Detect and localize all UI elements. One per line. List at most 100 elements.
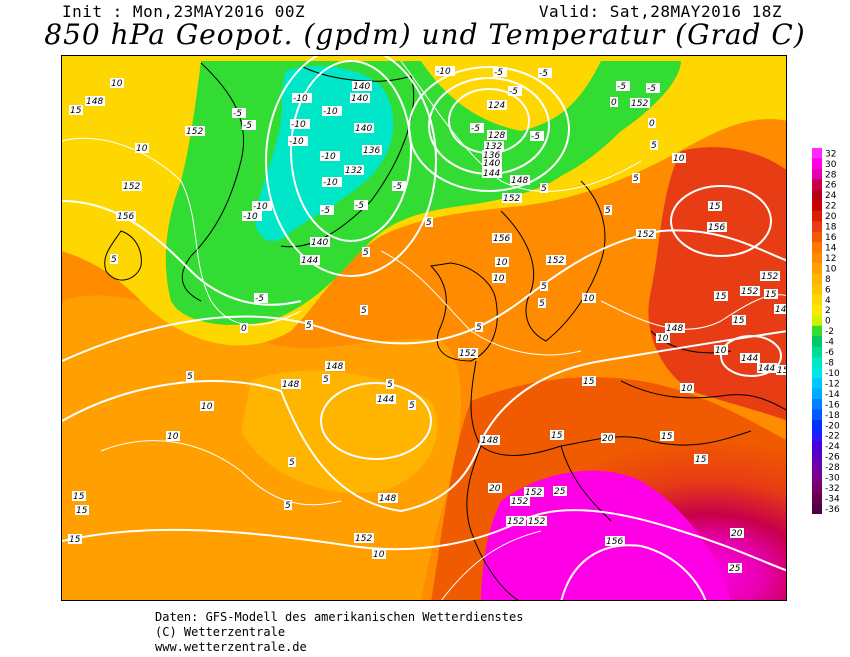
map-label: 152 bbox=[355, 534, 372, 544]
scale-label: 16 bbox=[825, 233, 837, 243]
map-label: 156 bbox=[708, 223, 725, 233]
map-label-bg bbox=[487, 100, 507, 110]
map-label: 152 bbox=[123, 182, 140, 192]
map-label-bg bbox=[300, 255, 320, 265]
map-label-bg bbox=[665, 323, 685, 333]
valid-time: Valid: Sat,28MAY2016 18Z bbox=[538, 2, 782, 21]
scale-label: -36 bbox=[825, 505, 840, 514]
map-label: 15 bbox=[765, 290, 777, 300]
map-label: 15 bbox=[695, 455, 707, 465]
map-label: 144 bbox=[301, 256, 318, 266]
map-label-bg bbox=[360, 305, 368, 315]
map-label: 152 bbox=[511, 497, 528, 507]
map-label-bg bbox=[646, 83, 660, 93]
scale-label: -2 bbox=[825, 327, 834, 337]
scale-swatch bbox=[812, 179, 822, 191]
map-label: 148 bbox=[326, 362, 343, 372]
map-label: 148 bbox=[481, 436, 498, 446]
scale-swatch bbox=[812, 472, 822, 484]
map-label-bg bbox=[610, 97, 618, 107]
map-label-bg bbox=[480, 435, 500, 445]
scale-swatch bbox=[812, 378, 822, 390]
map-label: 128 bbox=[488, 131, 505, 141]
map-label-bg bbox=[530, 131, 544, 141]
map-label-bg bbox=[488, 483, 502, 493]
map-label-bg bbox=[350, 93, 370, 103]
scale-label: -14 bbox=[825, 390, 840, 400]
map-label: 124 bbox=[488, 101, 505, 111]
field-sahara-magenta bbox=[481, 470, 731, 600]
map-label: 10 bbox=[681, 384, 693, 394]
map-label-bg bbox=[362, 145, 382, 155]
map-label-bg bbox=[502, 193, 522, 203]
scale-label: 10 bbox=[825, 264, 837, 274]
scale-swatch bbox=[812, 388, 822, 400]
map-label: 15 bbox=[73, 492, 85, 502]
scale-label: 30 bbox=[825, 160, 837, 170]
scale-label: 18 bbox=[825, 223, 837, 233]
scale-label: -20 bbox=[825, 421, 840, 431]
map-label: 0 bbox=[649, 119, 655, 129]
map-label-bg bbox=[482, 150, 502, 160]
scale-swatch bbox=[812, 210, 822, 222]
map-label: 5 bbox=[289, 458, 295, 468]
map-label-bg bbox=[185, 126, 205, 136]
scale-label: 0 bbox=[825, 317, 831, 327]
map-label: 10 bbox=[496, 258, 508, 268]
map-label-bg bbox=[540, 281, 548, 291]
map-label-bg bbox=[546, 255, 566, 265]
map-label: 20 bbox=[602, 434, 614, 444]
map-label: -5 bbox=[531, 132, 540, 142]
map-label-bg bbox=[680, 383, 694, 393]
map-label-bg bbox=[322, 177, 342, 187]
map-label: 132 bbox=[485, 142, 502, 152]
scale-swatch bbox=[812, 419, 822, 431]
scale-swatch bbox=[812, 242, 822, 254]
map-label-bg bbox=[75, 505, 89, 515]
map-label: 152 bbox=[637, 230, 654, 240]
map-label: 15 bbox=[661, 432, 673, 442]
scale-label: 22 bbox=[825, 202, 836, 212]
scale-label: 4 bbox=[825, 296, 831, 306]
scale-swatch bbox=[812, 221, 822, 233]
map-label-bg bbox=[252, 201, 272, 211]
map-label-bg bbox=[284, 500, 292, 510]
map-label-bg bbox=[362, 247, 370, 257]
scale-label: 26 bbox=[825, 181, 837, 191]
scale-label: 12 bbox=[825, 254, 836, 264]
map-label: 156 bbox=[493, 234, 510, 244]
map-label: 148 bbox=[86, 97, 103, 107]
map-label-bg bbox=[538, 298, 546, 308]
map-label-bg bbox=[636, 229, 656, 239]
map-label: 152 bbox=[528, 517, 545, 527]
map-label: 144 bbox=[377, 395, 394, 405]
map-label-bg bbox=[740, 353, 760, 363]
website-link[interactable]: www.wetterzentrale.de bbox=[155, 640, 307, 654]
map-label-bg bbox=[774, 304, 786, 314]
scale-label: -18 bbox=[825, 411, 840, 421]
map-label: 156 bbox=[117, 212, 134, 222]
scale-label: 24 bbox=[825, 191, 837, 201]
map-label-bg bbox=[714, 291, 728, 301]
map-label: 136 bbox=[363, 146, 380, 156]
map-label: 5 bbox=[187, 372, 193, 382]
map-label: 136 bbox=[483, 151, 500, 161]
map-label: 10 bbox=[136, 144, 148, 154]
map-label: 148 bbox=[666, 324, 683, 334]
scale-label: -30 bbox=[825, 474, 840, 484]
map-label: 152 bbox=[525, 488, 542, 498]
scale-label: -34 bbox=[825, 494, 840, 504]
map-label: 132 bbox=[345, 166, 362, 176]
map-label: -10 bbox=[293, 94, 308, 104]
map-label-bg bbox=[135, 143, 149, 153]
map-label: -10 bbox=[243, 212, 258, 222]
scale-swatch bbox=[812, 273, 822, 285]
map-label-bg bbox=[458, 348, 478, 358]
map-label: -5 bbox=[355, 201, 364, 211]
map-label: 20 bbox=[731, 529, 743, 539]
map-label-bg bbox=[281, 379, 301, 389]
map-label-bg bbox=[656, 333, 670, 343]
scale-label: -12 bbox=[825, 379, 840, 389]
map-label: -5 bbox=[617, 82, 626, 92]
map-label-bg bbox=[764, 289, 778, 299]
